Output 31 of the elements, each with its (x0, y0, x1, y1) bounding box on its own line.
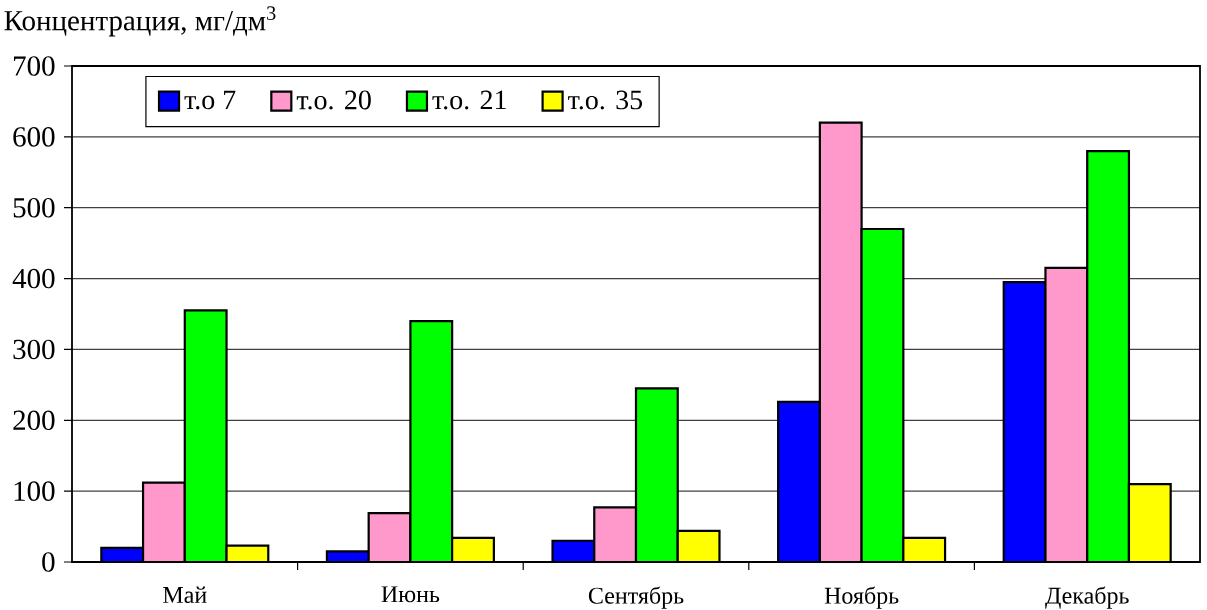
bar (819, 122, 862, 562)
bar (861, 228, 904, 562)
legend-label: т.о. 35 (568, 90, 643, 110)
bar (410, 321, 453, 562)
bar (1127, 482, 1172, 562)
y-tick-label: 100 (14, 481, 55, 501)
y-tick-label: 400 (12, 268, 55, 289)
bar (594, 507, 636, 562)
bar (1044, 266, 1089, 562)
bar (368, 513, 411, 562)
y-tick-label: 300 (13, 339, 55, 360)
bar (143, 482, 185, 562)
bar (778, 401, 820, 562)
y-axis-title: Концентрация, мг/дм$^{3}$ (4, 6, 276, 37)
x-tick-label: Сентябрь (588, 586, 684, 609)
bar (1002, 281, 1047, 562)
legend-label: т.о 7 (184, 90, 236, 110)
legend-label: т.о. 20 (296, 90, 371, 110)
bar (184, 310, 227, 562)
y-tick-label: 500 (13, 197, 55, 218)
y-tick-label: 600 (13, 127, 55, 147)
x-tick-label: Май (163, 586, 207, 604)
x-tick-label: Июнь (381, 586, 440, 603)
x-tick-label: Ноябрь (824, 586, 899, 609)
y-tick-label: 700 (14, 56, 55, 76)
bar (636, 388, 678, 562)
bar (1086, 149, 1131, 562)
y-tick-label: 200 (13, 410, 55, 431)
legend-label: т.о. 21 (432, 90, 506, 110)
y-tick-label: 0 (42, 552, 55, 572)
x-tick-label: Декабрь (1045, 586, 1129, 609)
